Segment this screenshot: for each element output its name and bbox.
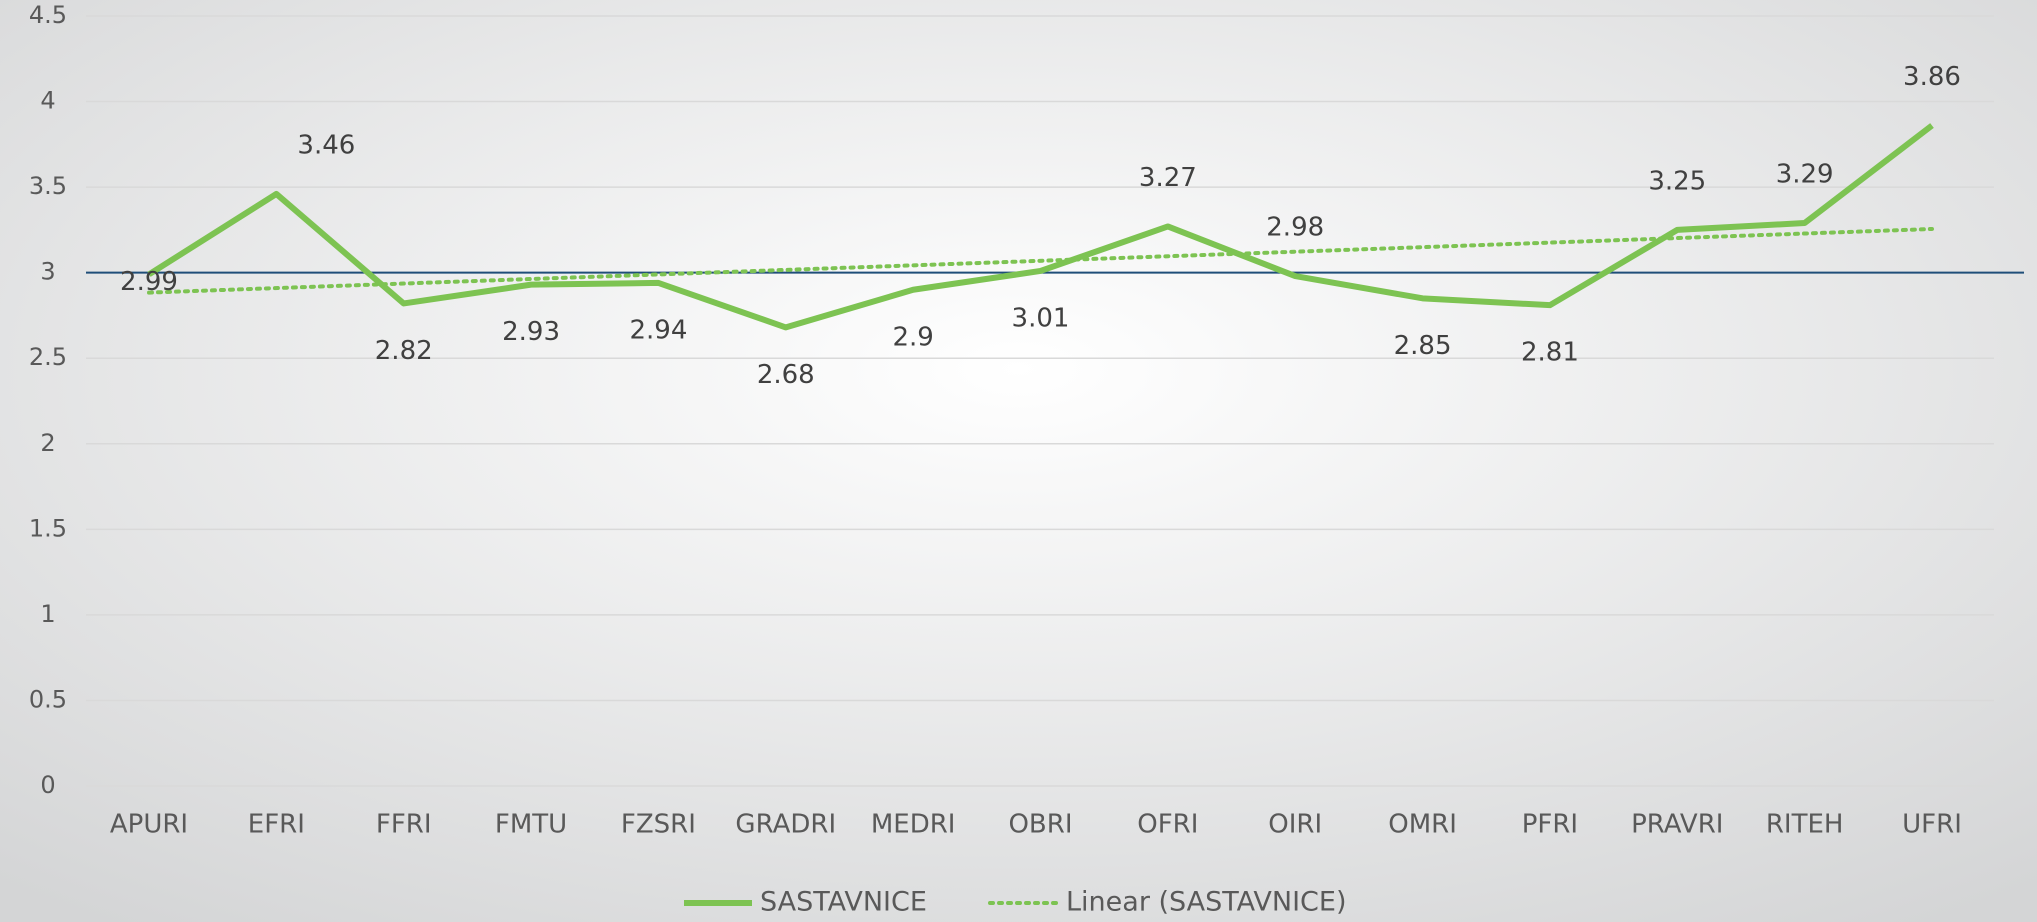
x-tick-label: RITEH	[1766, 810, 1844, 840]
y-tick-label: 4.5	[29, 1, 67, 29]
y-tick-label: 1	[40, 600, 55, 628]
x-tick-label: MEDRI	[871, 810, 956, 840]
x-tick-label: OBRI	[1008, 810, 1072, 840]
x-tick-label: OIRI	[1268, 810, 1322, 840]
y-tick-label: 3.5	[29, 172, 67, 200]
data-label: 2.99	[120, 267, 178, 297]
data-label: 3.25	[1648, 166, 1706, 196]
series-line	[147, 123, 1934, 331]
data-label: 2.68	[757, 360, 815, 390]
y-tick-label: 3	[40, 258, 55, 286]
x-tick-label: FZSRI	[621, 810, 696, 840]
data-label: 2.85	[1394, 331, 1452, 361]
data-label: 2.81	[1521, 338, 1579, 368]
legend-label: SASTAVNICE	[760, 887, 927, 918]
data-label: 3.01	[1012, 303, 1070, 333]
data-label: 2.9	[892, 322, 933, 352]
x-tick-label: PRAVRI	[1631, 810, 1723, 840]
data-label: 2.93	[502, 317, 560, 347]
data-label: 3.27	[1139, 163, 1197, 193]
x-tick-label: OMRI	[1388, 810, 1457, 840]
x-tick-label: APURI	[110, 810, 188, 840]
x-tick-label: PFRI	[1522, 810, 1578, 840]
x-tick-label: FFRI	[376, 810, 432, 840]
x-tick-label: OFRI	[1137, 810, 1198, 840]
x-tick-label: EFRI	[248, 810, 305, 840]
data-label: 3.46	[297, 130, 355, 160]
data-label: 3.29	[1776, 160, 1834, 190]
data-label: 3.86	[1903, 62, 1961, 92]
y-tick-label: 0	[40, 771, 55, 799]
data-label: 2.98	[1266, 213, 1324, 243]
x-tick-label: UFRI	[1902, 810, 1962, 840]
legend-label: Linear (SASTAVNICE)	[1066, 887, 1347, 918]
y-tick-label: 2.5	[29, 343, 67, 371]
trendline	[147, 226, 1934, 295]
y-tick-label: 0.5	[29, 685, 67, 713]
y-tick-label: 1.5	[29, 514, 67, 542]
y-tick-label: 4	[40, 87, 55, 115]
x-tick-label: FMTU	[495, 810, 567, 840]
x-tick-label: GRADRI	[735, 810, 836, 840]
y-tick-label: 2	[40, 429, 55, 457]
data-label: 2.94	[629, 315, 687, 345]
data-label: 2.82	[375, 336, 433, 366]
